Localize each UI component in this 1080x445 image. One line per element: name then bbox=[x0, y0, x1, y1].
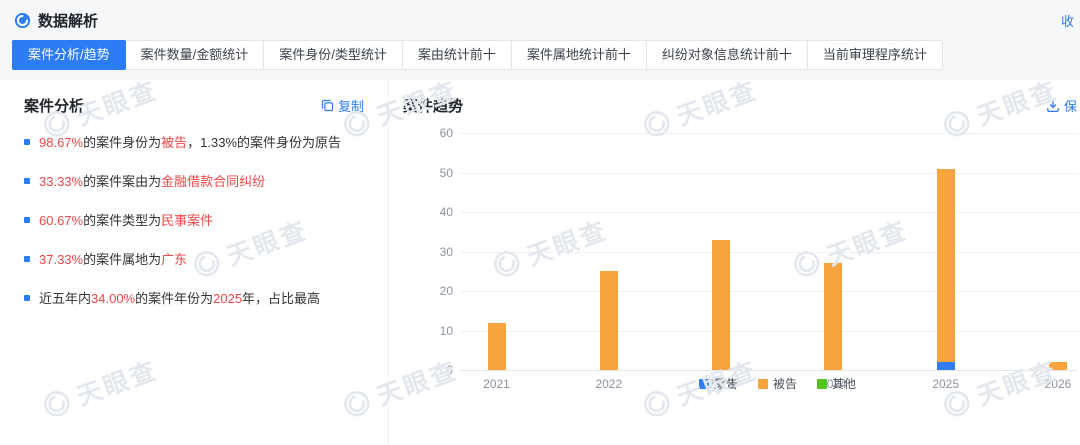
tab-bar: 案件分析/趋势 案件数量/金额统计 案件身份/类型统计 案由统计前十 案件属地统计前十纠… bbox=[12, 40, 1080, 70]
brand: 数据解析 bbox=[14, 10, 98, 31]
gridline bbox=[461, 251, 1078, 253]
x-axis-tick: 2023 bbox=[707, 377, 735, 391]
bar-segment-2021 bbox=[487, 322, 506, 370]
collapse-link[interactable]: 收 bbox=[1060, 13, 1074, 29]
analysis-text-segment: 民事案件 bbox=[161, 213, 214, 228]
legend-swatch-icon bbox=[698, 378, 709, 389]
content-area: 案件分析 复制 98.67%的案件身份为被告，1.33%的案件身份为原告 33.3… bbox=[0, 80, 1080, 445]
analysis-text-segment: 2025 bbox=[213, 291, 243, 306]
analysis-text-segment: 的案件身份为 bbox=[83, 135, 162, 150]
analysis-text-segment: 33.33% bbox=[39, 174, 84, 189]
tab-case-analysis-trend[interactable]: 案件分析/趋势 bbox=[12, 40, 126, 70]
bar-segment-2024 bbox=[824, 263, 843, 370]
gridline bbox=[461, 212, 1078, 213]
legend-swatch-icon bbox=[757, 378, 768, 389]
case-trend-panel: 案件趋势 保 0 10 20 30 40 50 60 2021 2022 2023 2024 2025… bbox=[389, 80, 1080, 445]
save-image-label: 保 bbox=[1063, 99, 1077, 114]
case-trend-header: 案件趋势 保 bbox=[389, 80, 1080, 116]
copy-icon bbox=[321, 99, 334, 112]
case-analysis-list: 98.67%的案件身份为被告，1.33%的案件身份为原告 33.33%的案件案由为… bbox=[0, 133, 388, 309]
analysis-text-segment: 的案件案由为 bbox=[83, 174, 162, 189]
y-axis-tick: 50 bbox=[439, 165, 453, 180]
legend-item[interactable]: 其他 bbox=[817, 375, 856, 392]
legend-swatch-icon bbox=[817, 378, 827, 389]
analysis-item: 98.67%的案件身份为被告，1.33%的案件身份为原告 bbox=[24, 133, 382, 153]
analysis-text-segment: 的案件年份为 bbox=[135, 291, 214, 306]
y-axis-tick: 10 bbox=[439, 323, 453, 338]
bullet-icon bbox=[24, 139, 30, 145]
analysis-item: 60.67%的案件类型为民事案件 bbox=[24, 211, 382, 231]
bullet-icon bbox=[24, 178, 30, 184]
tab-case-count-amount[interactable]: 案件数量/金额统计 bbox=[124, 40, 265, 70]
analysis-text-segment: 年，占比最高 bbox=[242, 291, 321, 306]
save-image-button[interactable]: 保 bbox=[1046, 96, 1077, 115]
legend-label: 原告 bbox=[713, 377, 738, 391]
y-axis-tick: 60 bbox=[439, 126, 453, 140]
y-axis-tick: 20 bbox=[439, 284, 453, 298]
legend-item[interactable]: 被告 bbox=[757, 375, 797, 392]
legend-label: 其他 bbox=[832, 377, 857, 391]
tab-case-region-top10[interactable]: 案件属地统计前十 bbox=[510, 40, 647, 70]
bullet-icon bbox=[24, 217, 30, 223]
y-axis-tick: 40 bbox=[439, 205, 453, 219]
x-axis-tick: 2021 bbox=[483, 377, 510, 391]
data-analysis-logo-icon bbox=[14, 12, 31, 29]
analysis-text-segment: 34.00% bbox=[91, 291, 136, 306]
analysis-text-segment: 60.67% bbox=[39, 213, 84, 228]
tab-cause-top10[interactable]: 案由统计前十 bbox=[401, 40, 512, 70]
gridline bbox=[461, 370, 1078, 371]
bar-segment-2023 bbox=[712, 239, 731, 370]
tab-current-procedure[interactable]: 当前审理程序统计 bbox=[806, 40, 943, 70]
legend-label: 被告 bbox=[772, 377, 797, 391]
copy-label: 复制 bbox=[337, 99, 364, 114]
gridline bbox=[461, 330, 1078, 332]
y-axis-tick: 30 bbox=[439, 244, 453, 259]
gridline bbox=[461, 133, 1078, 134]
tab-dispute-party-top10[interactable]: 纠纷对象信息统计前十 bbox=[645, 40, 808, 70]
top-bar: 数据解析 收 bbox=[0, 0, 1080, 40]
chart-legend: 原告 被告 其他 bbox=[389, 375, 1080, 392]
analysis-text-segment: 广东 bbox=[161, 252, 188, 267]
x-axis-tick: 2022 bbox=[595, 377, 623, 391]
case-analysis-header: 案件分析 复制 bbox=[0, 80, 388, 116]
x-axis-tick: 2026 bbox=[1044, 377, 1072, 391]
analysis-text-segment: 的案件类型为 bbox=[83, 213, 162, 228]
bar-segment-2026 bbox=[1049, 362, 1067, 370]
analysis-text-segment: 98.67% bbox=[39, 135, 84, 150]
copy-button[interactable]: 复制 bbox=[321, 96, 364, 115]
analysis-text-segment: 37.33% bbox=[39, 252, 84, 267]
case-trend-title: 案件趋势 bbox=[403, 98, 464, 115]
bar-segment-2025 bbox=[936, 362, 955, 370]
case-analysis-panel: 案件分析 复制 98.67%的案件身份为被告，1.33%的案件身份为原告 33.3… bbox=[0, 80, 389, 445]
bar-segment-2022 bbox=[599, 271, 618, 370]
tab-case-identity-type[interactable]: 案件身份/类型统计 bbox=[263, 40, 403, 70]
download-icon bbox=[1046, 99, 1060, 113]
bullet-icon bbox=[24, 295, 30, 301]
case-analysis-title: 案件分析 bbox=[24, 98, 85, 115]
analysis-text-segment: ，1.33%的案件身份为原告 bbox=[187, 135, 341, 150]
page-title: 数据解析 bbox=[38, 12, 99, 30]
analysis-text-segment: 的案件属地为 bbox=[83, 252, 162, 267]
analysis-item: 33.33%的案件案由为金融借款合同纠纷 bbox=[24, 172, 382, 192]
analysis-item: 37.33%的案件属地为广东 bbox=[24, 250, 382, 270]
analysis-text-segment: 金融借款合同纠纷 bbox=[161, 174, 266, 189]
bar-segment-2025 bbox=[936, 168, 955, 363]
x-axis-tick: 2025 bbox=[932, 377, 960, 391]
bullet-icon bbox=[24, 256, 30, 262]
analysis-item: 近五年内34.00%的案件年份为2025年，占比最高 bbox=[24, 289, 382, 309]
analysis-text-segment: 近五年内 bbox=[39, 291, 92, 306]
y-axis-tick: 0 bbox=[446, 363, 453, 377]
analysis-text-segment: 被告 bbox=[161, 135, 188, 150]
gridline bbox=[461, 172, 1078, 174]
gridline bbox=[461, 291, 1078, 292]
legend-item[interactable]: 原告 bbox=[698, 375, 738, 392]
case-trend-chart: 0 10 20 30 40 50 60 2021 2022 2023 2024 2025 2026 bbox=[389, 125, 1080, 445]
